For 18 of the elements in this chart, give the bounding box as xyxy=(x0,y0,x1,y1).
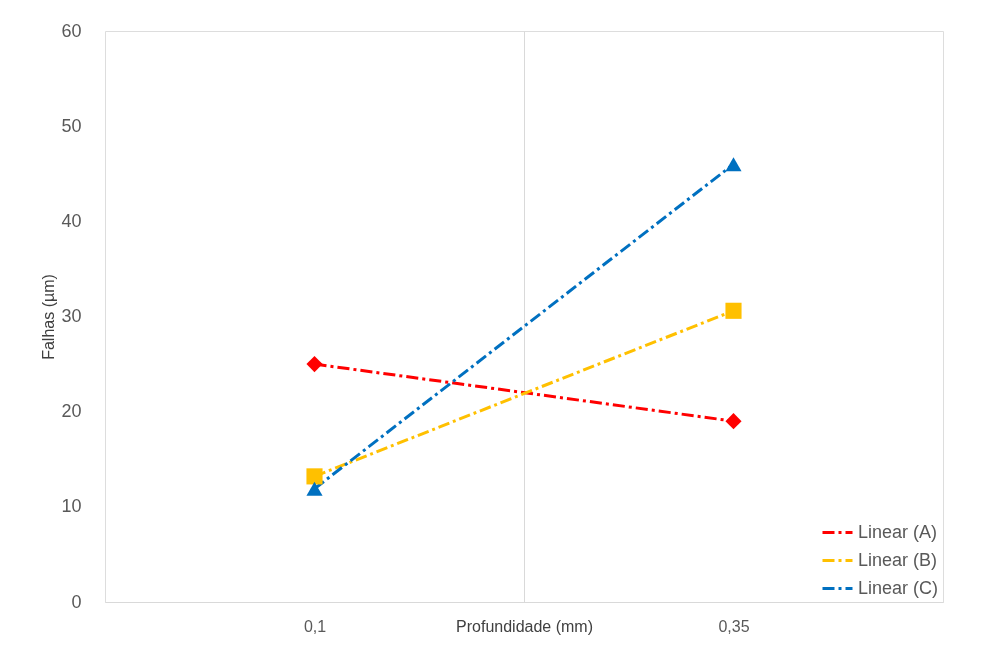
y-tick-label: 60 xyxy=(61,20,82,41)
point xyxy=(725,302,742,319)
y-tick-label: 40 xyxy=(61,210,82,231)
x-tick-label: 0,35 xyxy=(718,617,750,635)
y-tick-label: 50 xyxy=(61,115,82,136)
legend-label: Linear (C) xyxy=(858,577,939,598)
y-tick-label: 30 xyxy=(61,306,82,326)
x-axis-title: Profundidade (mm) xyxy=(456,617,593,635)
point xyxy=(306,356,323,373)
x-tick-label: 0,1 xyxy=(303,617,327,635)
point xyxy=(725,413,742,430)
legend-label: Linear (A) xyxy=(858,521,938,542)
y-tick-label: 0 xyxy=(71,591,82,612)
legend-label: Linear (B) xyxy=(858,549,938,570)
y-tick-label: 20 xyxy=(61,401,82,422)
point xyxy=(306,468,323,485)
y-tick-label: 10 xyxy=(61,496,82,517)
y-axis-title: Falhas (µm) xyxy=(40,274,58,360)
